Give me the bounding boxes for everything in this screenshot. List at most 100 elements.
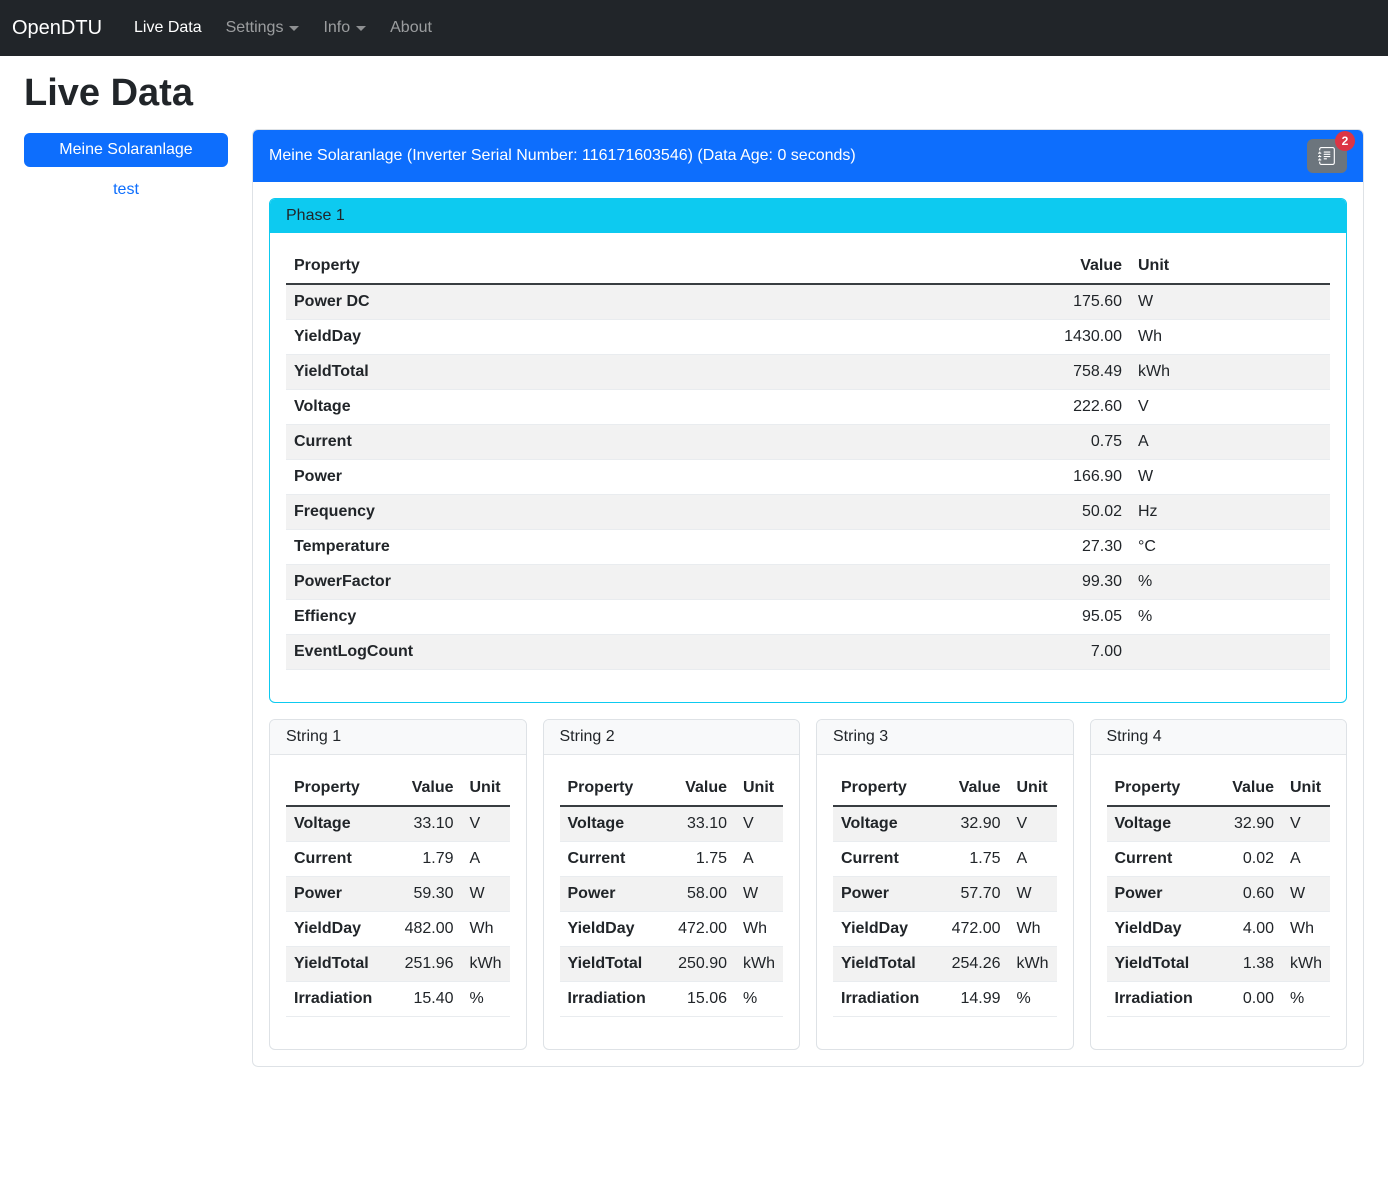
table-row: Power 166.90 W bbox=[286, 460, 1330, 495]
value-cell: 166.90 bbox=[1073, 468, 1122, 485]
value-cell: 32.90 bbox=[960, 815, 1001, 832]
table-row: YieldDay 4.00 Wh bbox=[1106, 912, 1330, 947]
column-header-unit: Unit bbox=[1130, 249, 1330, 285]
nav-label: Settings bbox=[225, 19, 284, 36]
column-header-unit: Unit bbox=[1008, 771, 1057, 807]
unit-cell: V bbox=[1138, 398, 1149, 415]
table-row: YieldDay 472.00 Wh bbox=[833, 912, 1057, 947]
value-cell: 58.00 bbox=[686, 885, 727, 902]
value-cell: 0.00 bbox=[1242, 990, 1274, 1007]
nav-label: Info bbox=[323, 19, 351, 36]
column-header-value: Value bbox=[1010, 249, 1130, 285]
column-header-unit: Unit bbox=[1282, 771, 1330, 807]
value-cell: 57.70 bbox=[960, 885, 1001, 902]
table-row: Irradiation 15.40% bbox=[286, 982, 510, 1017]
property-cell: Voltage bbox=[567, 815, 625, 832]
table-row: Power DC 175.60 W bbox=[286, 284, 1330, 320]
table-row: Irradiation 14.99% bbox=[833, 982, 1057, 1017]
table-row: Current 0.02 A bbox=[1106, 842, 1330, 877]
value-cell: 482.00 bbox=[404, 920, 454, 937]
value-cell: 4.00 bbox=[1242, 920, 1274, 937]
property-cell: Current bbox=[294, 433, 352, 450]
column-header-property: Property bbox=[559, 771, 657, 807]
string-card-1: String 1 Property Value Unit bbox=[269, 719, 527, 1050]
table-row: YieldDay 482.00 Wh bbox=[286, 912, 510, 947]
property-cell: Voltage bbox=[841, 815, 898, 832]
string-table-header-row: Property Value Unit bbox=[559, 771, 783, 807]
property-cell: Power bbox=[841, 885, 890, 902]
string-card-3: String 3 Property Value Unit bbox=[816, 719, 1074, 1050]
column-header-property: Property bbox=[833, 771, 931, 807]
table-row: Power 0.60 W bbox=[1106, 876, 1330, 912]
value-cell: 15.40 bbox=[413, 990, 454, 1007]
property-cell: YieldDay bbox=[567, 920, 635, 937]
brand-label: OpenDTU bbox=[12, 16, 103, 39]
nav-item-live-data[interactable]: Live Data bbox=[126, 11, 210, 45]
value-cell: 59.30 bbox=[413, 885, 454, 902]
nav-item-info[interactable]: Info bbox=[315, 11, 374, 45]
value-cell: 33.10 bbox=[413, 815, 454, 832]
inverter-panel-body: Phase 1 Property Value Unit P bbox=[253, 182, 1363, 1066]
property-cell: Effiency bbox=[294, 608, 357, 625]
property-cell: YieldDay bbox=[294, 328, 361, 345]
string-card-body: Property Value Unit Voltage 33.10 V Current… bbox=[270, 755, 526, 1049]
value-cell: 1.75 bbox=[695, 850, 727, 867]
table-row: Power 58.00 W bbox=[559, 876, 783, 912]
unit-cell: Wh bbox=[469, 920, 494, 937]
property-cell: Current bbox=[567, 850, 626, 867]
unit-cell: % bbox=[1016, 990, 1031, 1007]
value-cell: 7.00 bbox=[1090, 643, 1122, 660]
property-cell: Voltage bbox=[294, 398, 351, 415]
table-row: Power 59.30 W bbox=[286, 876, 510, 912]
property-cell: Power bbox=[294, 468, 343, 485]
unit-cell: kWh bbox=[743, 955, 775, 972]
table-row: YieldTotal 1.38 kWh bbox=[1106, 946, 1330, 982]
top-navbar: OpenDTU Live Data Settings Info About bbox=[0, 0, 1388, 56]
unit-cell: A bbox=[1138, 433, 1149, 450]
page-title: Live Data bbox=[24, 72, 193, 114]
string-table-4: Property Value Unit Voltage 32.90 V Current… bbox=[1106, 771, 1330, 1017]
property-cell: YieldDay bbox=[841, 920, 908, 937]
string-table-header-row: Property Value Unit bbox=[1106, 771, 1330, 807]
property-cell: Current bbox=[1114, 850, 1173, 867]
content-layout: Meine Solaranlage test Meine Solaranlage… bbox=[24, 129, 1364, 1077]
unit-cell: °C bbox=[1138, 538, 1156, 555]
table-row: PowerFactor 99.30% bbox=[286, 564, 1330, 600]
table-row: Power 57.70 W bbox=[833, 876, 1057, 912]
page-container: Live Data Meine Solaranlage test Meine S… bbox=[0, 72, 1388, 1077]
unit-cell: kWh bbox=[1290, 955, 1322, 972]
nav-item-settings[interactable]: Settings bbox=[218, 11, 308, 45]
unit-cell: W bbox=[1138, 468, 1154, 485]
brand-opendtu[interactable]: OpenDTU bbox=[12, 17, 102, 40]
value-cell: 0.75 bbox=[1090, 433, 1122, 450]
unit-cell: Wh bbox=[1016, 920, 1041, 937]
table-row: Voltage 222.60 V bbox=[286, 390, 1330, 425]
inverter-panel: Meine Solaranlage (Inverter Serial Numbe… bbox=[252, 129, 1364, 1067]
value-cell: 1.38 bbox=[1242, 955, 1274, 972]
unit-cell: % bbox=[469, 990, 484, 1007]
value-cell: 254.26 bbox=[951, 955, 1001, 972]
unit-cell: W bbox=[743, 885, 759, 902]
unit-cell: Hz bbox=[1138, 503, 1158, 520]
string-card-body: Property Value Unit Voltage 32.90 V Current… bbox=[817, 755, 1073, 1049]
table-row: Voltage 33.10 V bbox=[559, 806, 783, 842]
table-row: Voltage 32.90 V bbox=[1106, 806, 1330, 842]
sidebar-item-test[interactable]: test bbox=[113, 181, 139, 198]
unit-cell: A bbox=[743, 850, 754, 867]
inverter-select-button[interactable]: Meine Solaranlage bbox=[24, 133, 228, 167]
nav-item-about[interactable]: About bbox=[382, 11, 440, 45]
eventlog-button[interactable]: 2 bbox=[1307, 131, 1355, 173]
unit-cell: Wh bbox=[743, 920, 767, 937]
value-cell: 758.49 bbox=[1073, 363, 1122, 380]
unit-cell: A bbox=[1290, 850, 1301, 867]
table-row: YieldTotal 758.49 kWh bbox=[286, 354, 1330, 390]
unit-cell: A bbox=[1016, 850, 1028, 867]
property-cell: Power bbox=[1114, 885, 1163, 902]
string-table-2: Property Value Unit Voltage 33.10 V Current… bbox=[559, 771, 783, 1017]
unit-cell: V bbox=[743, 815, 754, 832]
table-row: Temperature 27.30 °C bbox=[286, 530, 1330, 565]
nav-label: Live Data bbox=[134, 19, 202, 36]
property-cell: Power DC bbox=[294, 293, 370, 310]
unit-cell: % bbox=[1138, 573, 1153, 590]
phase-table: Property Value Unit Power DC 175.60 W Yield… bbox=[286, 249, 1330, 670]
